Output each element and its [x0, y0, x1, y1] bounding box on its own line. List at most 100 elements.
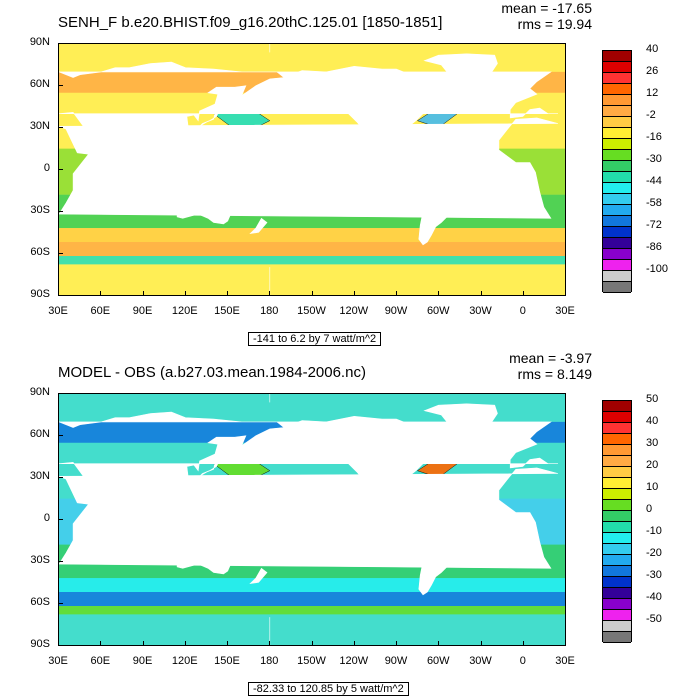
colorbar-cell [603, 555, 631, 566]
lat-label: 30N [29, 470, 50, 482]
lon-label: 60W [426, 655, 450, 667]
lon-tick [565, 641, 566, 646]
lat-label: 90S [30, 288, 50, 300]
colorbar-label: 40 [646, 415, 659, 427]
lon-label: 60W [426, 305, 450, 317]
lon-tick [396, 291, 397, 296]
land-southAmerica [408, 153, 474, 246]
lon-tick [269, 291, 271, 296]
land-indonesia [150, 162, 229, 183]
lat-tick [58, 253, 63, 254]
colorbar-cell [603, 139, 631, 150]
lon-tick [142, 291, 144, 296]
lon-tick [438, 291, 440, 296]
lat-tick [58, 295, 63, 296]
lon-label: 30E [555, 305, 575, 317]
lat-label: 60S [30, 246, 50, 258]
field-band [59, 242, 565, 256]
lon-label: 30W [469, 305, 492, 317]
colorbar-cell [603, 544, 631, 555]
lat-tick [58, 519, 63, 520]
panel-title: SENH_F b.e20.BHIST.f09_g16.20thC.125.01 … [58, 14, 443, 31]
land-southAmerica [408, 503, 474, 596]
colorbar-label: -2 [646, 109, 656, 121]
lon-tick [227, 291, 228, 296]
lat-tick [58, 169, 63, 170]
lon-label: 0 [519, 655, 526, 667]
colorbar-cell [603, 95, 631, 106]
lon-tick [269, 641, 271, 646]
colorbar-cell [603, 632, 631, 643]
colorbar-label: -58 [646, 197, 662, 209]
lon-tick [311, 291, 313, 296]
colorbar-cell [603, 62, 631, 73]
land-uk [514, 88, 527, 101]
lon-tick [100, 641, 102, 646]
land-greenland [423, 53, 498, 87]
lat-tick [58, 127, 63, 128]
colorbar-label: -44 [646, 175, 662, 187]
lon-tick [184, 291, 186, 296]
colorbar-cell [603, 500, 631, 511]
lon-label: 60E [90, 305, 111, 317]
colorbar-cell [603, 423, 631, 434]
colorbar-cell [603, 445, 631, 456]
colorbar-cell [603, 183, 631, 194]
lon-label: 120W [339, 305, 369, 317]
colorbar-cell [603, 456, 631, 467]
field-band [59, 605, 565, 615]
colorbar-label: 12 [646, 87, 659, 99]
colorbar-cell [603, 84, 631, 95]
land-madagascar [78, 185, 88, 205]
lon-tick [58, 291, 59, 296]
lon-tick [353, 641, 355, 646]
lat-tick [58, 435, 63, 436]
colorbar-cell [603, 216, 631, 227]
colorbar-cell [603, 51, 631, 62]
contour-range-note: -82.33 to 120.85 by 5 watt/m^2 [248, 682, 409, 696]
lat-label: 90N [29, 386, 50, 398]
colorbar-cell [603, 511, 631, 522]
colorbar-label: -30 [646, 153, 662, 165]
colorbar-cell [603, 478, 631, 489]
lat-label: 60S [30, 596, 50, 608]
lon-label: 30E [48, 305, 68, 317]
colorbar-cell [603, 282, 631, 293]
colorbar-label: -86 [646, 241, 662, 253]
lon-label: 90E [132, 655, 153, 667]
colorbar-cell [603, 621, 631, 632]
colorbar-cell [603, 610, 631, 621]
lon-label: 180 [260, 305, 279, 317]
colorbar-label: -16 [646, 131, 662, 143]
colorbar-cell [603, 260, 631, 271]
lat-tick [58, 393, 63, 394]
colorbar-cell [603, 588, 631, 599]
mean-stat: mean = -3.97 [509, 350, 592, 366]
panel-model-minus-obs: MODEL - OBS (a.b27.03.mean.1984-2006.nc)… [0, 350, 700, 700]
colorbar-cell [603, 205, 631, 216]
mean-stat: mean = -17.65 [501, 0, 592, 16]
lon-tick [480, 291, 482, 296]
panel-senh-f: SENH_F b.e20.BHIST.f09_g16.20thC.125.01 … [29, 0, 668, 346]
colorbar-cell [603, 434, 631, 445]
colorbar-label: -10 [646, 525, 662, 537]
lon-tick [142, 641, 144, 646]
lat-tick [58, 477, 63, 478]
colorbar-cell [603, 117, 631, 128]
lat-tick [58, 85, 63, 86]
lon-tick [565, 291, 566, 296]
colorbar-cell [603, 271, 631, 282]
colorbar-cell [603, 249, 631, 260]
land-greenland [423, 403, 498, 437]
lon-tick [100, 291, 102, 296]
land-japan [199, 457, 222, 477]
field-band [59, 228, 565, 243]
colorbar-cell [603, 412, 631, 423]
lon-label: 90W [384, 655, 408, 667]
land-australia [176, 534, 233, 575]
lat-tick [58, 211, 63, 212]
contour-range-note: -141 to 6.2 by 7 watt/m^2 [248, 332, 382, 346]
lat-label: 30N [29, 120, 50, 132]
lon-label: 180 [260, 655, 279, 667]
colorbar-label: -30 [646, 569, 662, 581]
